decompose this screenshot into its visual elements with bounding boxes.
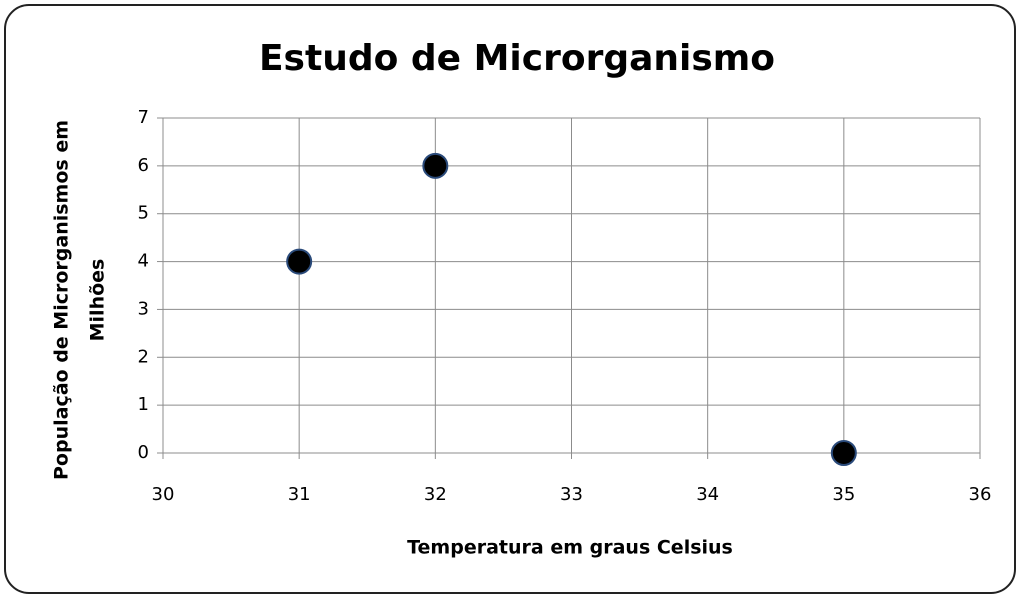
x-tick-label: 33 [560, 484, 583, 505]
data-point [830, 440, 857, 466]
chart-border [4, 4, 1016, 594]
y-tick-label: 7 [138, 107, 149, 128]
data-point [422, 152, 449, 179]
x-tick-label: 31 [288, 484, 311, 505]
x-tick-label: 32 [424, 484, 447, 505]
chart-title: Estudo de Microrganismo [259, 38, 775, 79]
x-tick-label: 35 [832, 484, 855, 505]
x-tick-label: 34 [696, 484, 719, 505]
y-tick-label: 1 [138, 394, 149, 415]
y-tick-label: 5 [138, 203, 149, 224]
x-tick-label: 30 [152, 484, 175, 505]
y-tick-label: 0 [138, 442, 149, 463]
y-tick-label: 6 [138, 155, 149, 176]
y-axis-label-line: População de Microrganismos em [51, 120, 73, 480]
x-axis-label: Temperatura em graus Celsius [407, 537, 733, 559]
data-point [286, 248, 313, 275]
y-axis-label-line: Milhões [87, 259, 109, 342]
y-tick-label: 3 [138, 298, 149, 319]
y-tick-label: 4 [138, 251, 149, 272]
x-tick-label: 36 [969, 484, 992, 505]
y-axis-label: População de Microrganismos em Milhões [51, 120, 109, 480]
y-tick-label: 2 [138, 346, 149, 367]
